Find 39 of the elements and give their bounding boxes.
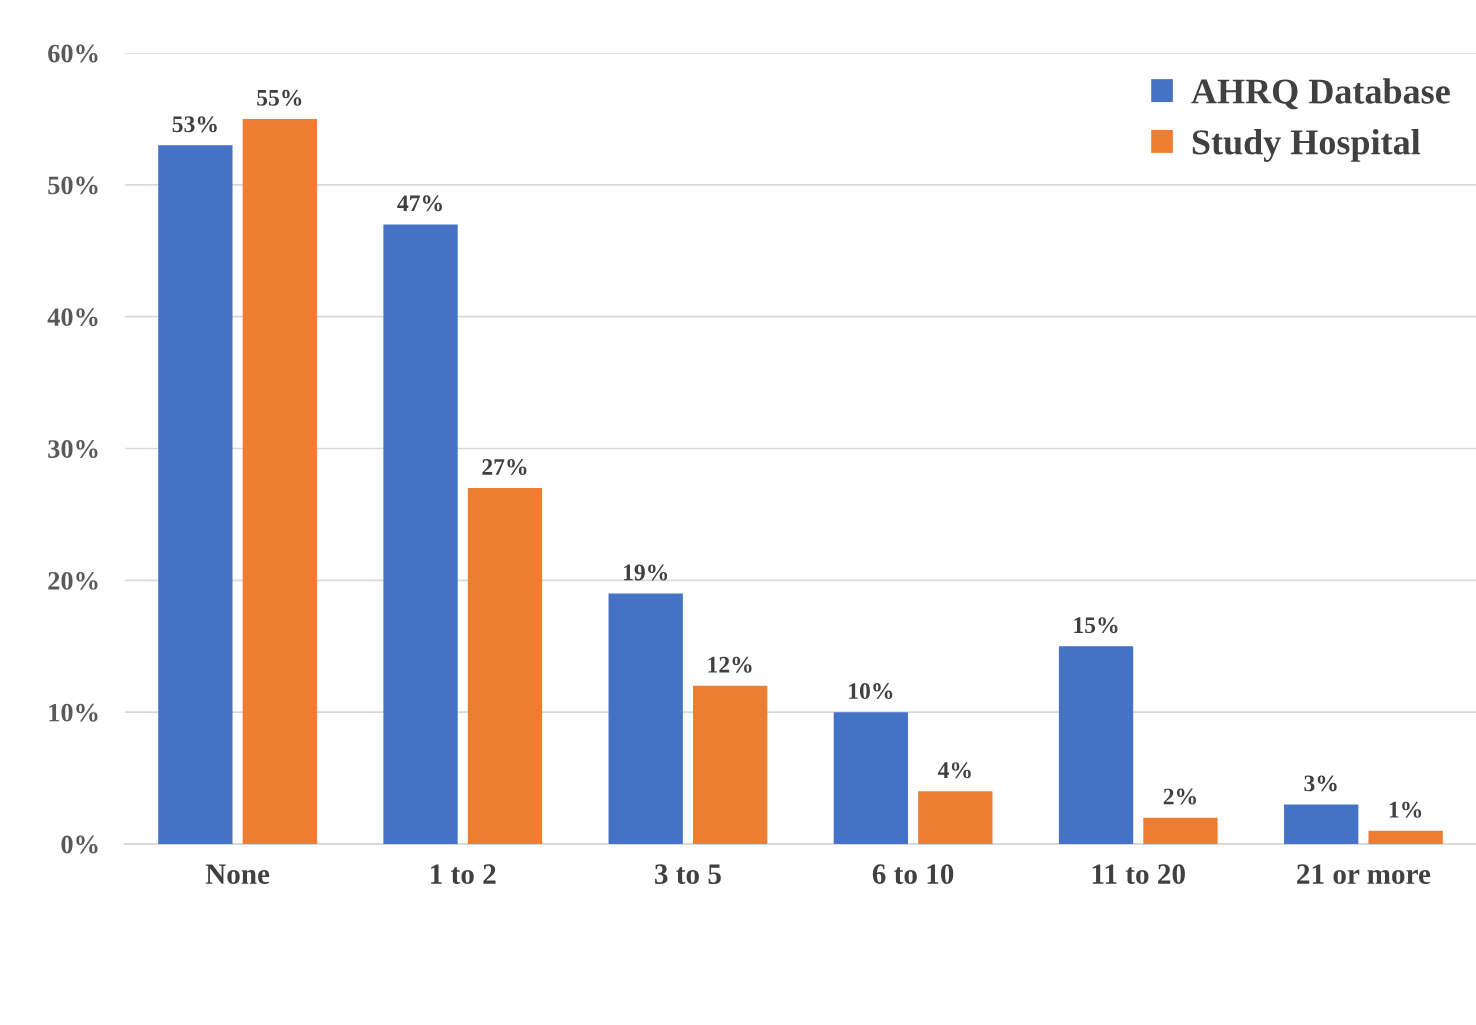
data-label: 55% bbox=[257, 89, 302, 106]
y-tick-label: 0% bbox=[61, 835, 98, 854]
bar bbox=[833, 712, 909, 844]
y-tick-label: 10% bbox=[49, 703, 98, 722]
legend-label: Study Hospital bbox=[1192, 129, 1421, 162]
data-label: 4% bbox=[937, 762, 971, 779]
x-tick-label: 1 to 2 bbox=[431, 864, 496, 884]
data-label: 1% bbox=[1389, 801, 1422, 818]
x-tick-label: 3 to 5 bbox=[654, 864, 721, 884]
y-tick-label: 30% bbox=[48, 440, 98, 458]
y-tick-label: 50% bbox=[48, 176, 98, 195]
data-label: 2% bbox=[1163, 788, 1196, 805]
y-tick-label: 60% bbox=[48, 44, 98, 63]
bar bbox=[1368, 830, 1443, 844]
bar bbox=[467, 488, 543, 844]
y-tick-label: 20% bbox=[48, 571, 98, 590]
x-tick-label: 21 or more bbox=[1297, 864, 1431, 884]
legend-label: AHRQ Database bbox=[1191, 78, 1450, 110]
bar bbox=[608, 593, 683, 844]
x-tick-label: None bbox=[205, 864, 270, 884]
y-tick-label: 40% bbox=[47, 308, 98, 327]
data-label: 15% bbox=[1074, 617, 1118, 634]
bar bbox=[242, 118, 317, 844]
bar bbox=[1284, 804, 1359, 844]
x-tick-label: 6 to 10 bbox=[872, 864, 954, 884]
data-label: 27% bbox=[482, 458, 527, 475]
data-label: 53% bbox=[172, 116, 217, 133]
bar bbox=[1143, 817, 1218, 844]
data-label: 47% bbox=[397, 195, 442, 212]
data-label: 19% bbox=[623, 564, 668, 581]
x-tick-label: 11 to 20 bbox=[1092, 864, 1185, 884]
data-label: 10% bbox=[849, 683, 893, 700]
bar bbox=[383, 224, 458, 844]
bar bbox=[158, 145, 233, 844]
bar bbox=[692, 685, 768, 844]
bar bbox=[918, 791, 993, 844]
data-label: 12% bbox=[708, 656, 752, 673]
bar bbox=[1058, 646, 1134, 844]
data-label: 3% bbox=[1304, 775, 1337, 792]
